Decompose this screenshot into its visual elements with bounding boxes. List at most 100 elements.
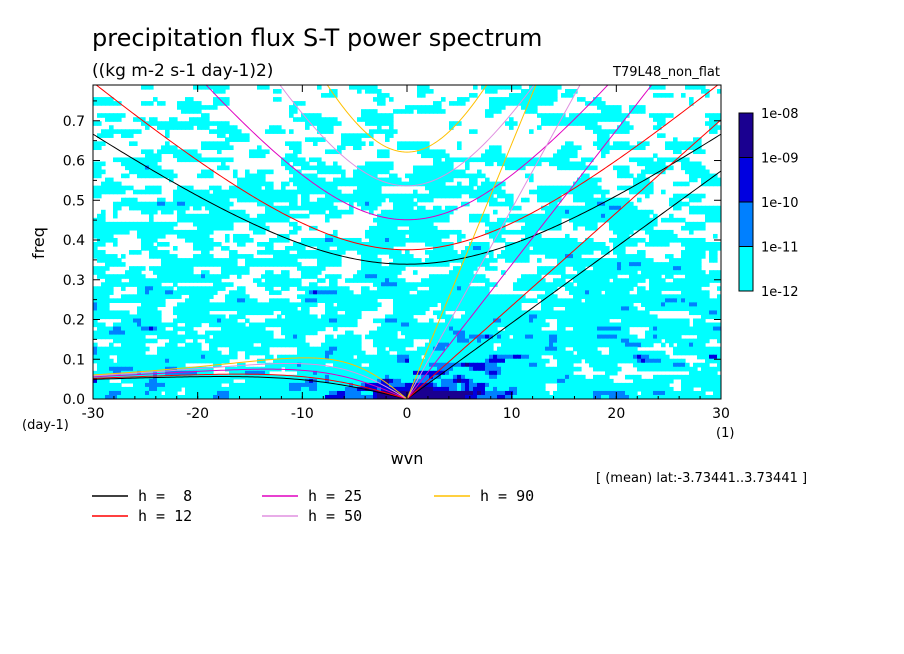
contour-cell [537, 193, 542, 199]
contour-cell [489, 306, 494, 312]
contour-cell [321, 314, 326, 320]
contour-cell [633, 274, 638, 279]
contour-cell [109, 290, 114, 295]
contour-cell [481, 173, 486, 179]
contour-cell [573, 161, 578, 167]
contour-cell [605, 286, 610, 291]
contour-cell [145, 286, 150, 291]
contour-cell [469, 177, 474, 183]
contour-cell [549, 113, 554, 118]
contour-cell [249, 181, 254, 187]
contour-cell [233, 189, 238, 195]
contour-cell [449, 189, 454, 195]
contour-cell [385, 294, 390, 299]
contour-cell [589, 213, 594, 219]
contour-cell [709, 117, 714, 122]
contour-cell [113, 310, 118, 316]
contour-cell [297, 181, 302, 187]
contour-cell [521, 217, 526, 223]
contour-cell [545, 121, 550, 126]
contour-cell [193, 101, 198, 106]
contour-cell [277, 274, 282, 279]
contour-cell [317, 286, 322, 291]
contour-cell [397, 306, 402, 312]
contour-cell [285, 141, 290, 146]
contour-cell [373, 278, 378, 283]
contour-cell [373, 197, 378, 203]
contour-cell [113, 113, 118, 118]
contour-cell [117, 113, 122, 118]
contour-cell [193, 149, 198, 155]
contour-cell [649, 314, 654, 320]
contour-cell [653, 217, 658, 223]
contour-cell [369, 262, 374, 267]
contour-cell [537, 250, 542, 255]
contour-cell [157, 286, 162, 291]
contour-cell [305, 185, 310, 191]
contour-cell [401, 237, 406, 243]
contour-cell [581, 193, 586, 199]
contour-cell [145, 209, 150, 215]
contour-cell [117, 225, 122, 231]
contour-cell [277, 298, 282, 303]
contour-cell [665, 262, 670, 267]
contour-cell [577, 197, 582, 203]
contour-cell [417, 225, 422, 231]
contour-cell [337, 189, 342, 195]
contour-cell [461, 290, 466, 295]
contour-cell [461, 298, 466, 303]
contour-cell [421, 93, 426, 98]
contour-cell [129, 197, 134, 203]
contour-cell [449, 205, 454, 211]
contour-cell [245, 306, 250, 312]
contour-cell [429, 193, 434, 199]
contour-cell [297, 101, 302, 106]
contour-cell [249, 258, 254, 263]
contour-cell [277, 290, 282, 295]
contour-cell [377, 93, 382, 98]
contour-cell [201, 270, 206, 275]
contour-cell [97, 322, 102, 328]
contour-cell [293, 310, 298, 316]
contour-cell [501, 225, 506, 231]
contour-cell [229, 254, 234, 259]
contour-cell [397, 298, 402, 303]
contour-cell [249, 302, 254, 308]
contour-cell [181, 302, 186, 308]
contour-cell [701, 290, 706, 295]
contour-cell [573, 149, 578, 155]
contour-cell [457, 258, 462, 263]
contour-cell [673, 193, 678, 199]
contour-cell [181, 121, 186, 126]
contour-cell [465, 290, 470, 295]
contour-cell [417, 145, 422, 151]
contour-cell [353, 181, 358, 187]
contour-cell [661, 85, 666, 90]
contour-cell [193, 246, 198, 251]
contour-cell [485, 177, 490, 183]
contour-cell [485, 109, 490, 114]
contour-cell [401, 298, 406, 303]
contour-cell [177, 201, 182, 207]
contour-cell [345, 137, 350, 142]
contour-cell [701, 177, 706, 183]
contour-cell [649, 157, 654, 163]
contour-cell [265, 278, 270, 283]
contour-cell [473, 274, 478, 279]
contour-cell [213, 85, 218, 90]
contour-cell [209, 254, 214, 259]
contour-cell [325, 322, 330, 328]
contour-cell [313, 298, 318, 303]
contour-cell [173, 229, 178, 235]
contour-cell [165, 270, 170, 275]
contour-cell [541, 225, 546, 231]
contour-cell [209, 169, 214, 175]
contour-cell [629, 294, 634, 299]
contour-cell [429, 165, 434, 171]
contour-cell [705, 169, 710, 175]
contour-cell [517, 258, 522, 263]
contour-cell [569, 237, 574, 243]
contour-cell [329, 117, 334, 122]
contour-cell [277, 213, 282, 219]
contour-cell [601, 294, 606, 299]
